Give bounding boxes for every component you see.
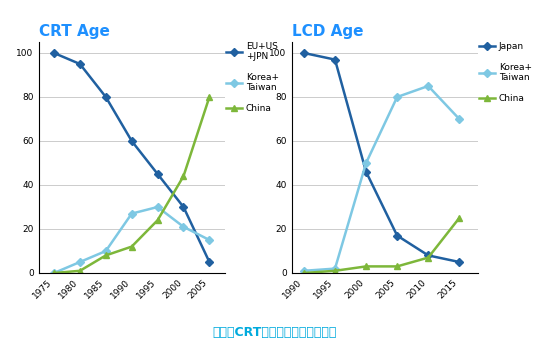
Legend: Japan, Korea+
Taiwan, China: Japan, Korea+ Taiwan, China: [479, 42, 532, 103]
Legend: EU+US
+JPN, Korea+
Taiwan, China: EU+US +JPN, Korea+ Taiwan, China: [226, 42, 279, 113]
Text: LCD Age: LCD Age: [292, 25, 363, 40]
Text: CRT Age: CRT Age: [39, 25, 109, 40]
Text: 液晶もCRTと同じ道を歩むが早い: 液晶もCRTと同じ道を歩むが早い: [213, 326, 337, 339]
